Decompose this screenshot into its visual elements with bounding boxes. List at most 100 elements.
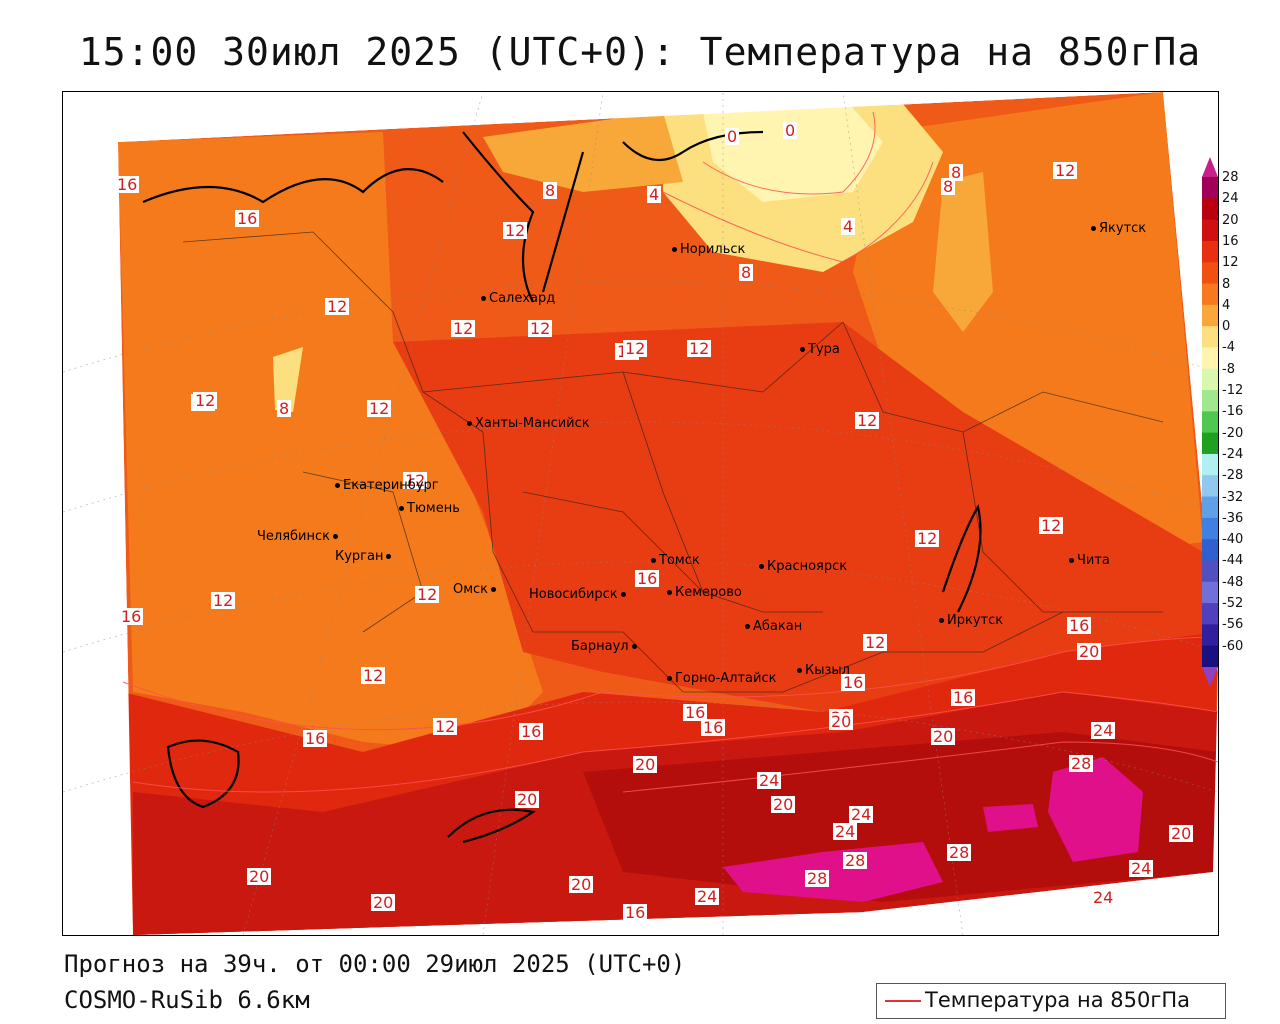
colorbar-swatch xyxy=(1202,198,1218,221)
colorbar-swatch xyxy=(1202,603,1218,625)
colorbar-swatch xyxy=(1202,262,1218,285)
colorbar-tick-label: -60 xyxy=(1222,638,1244,654)
isotherm-label: 16 xyxy=(683,703,708,722)
isotherm-label: 12 xyxy=(211,591,236,610)
colorbar-tick-label: 8 xyxy=(1222,276,1231,292)
city-dot-icon xyxy=(1069,558,1074,563)
colorbar-tick-label: -28 xyxy=(1222,468,1244,484)
isotherm-label: 12 xyxy=(451,319,476,338)
isotherm-label: 12 xyxy=(1053,161,1078,180)
city-barnaul: Барнаул xyxy=(571,640,640,653)
colorbar-swatch xyxy=(1202,283,1218,306)
colorbar-swatch xyxy=(1202,368,1218,391)
city-chelyabinsk: Челябинск xyxy=(257,530,341,543)
isotherm-label: 12 xyxy=(528,319,553,338)
isotherm-label: 12 xyxy=(415,585,440,604)
isotherm-label: 12 xyxy=(361,666,386,685)
zone-16-central xyxy=(393,322,1213,712)
city-dot-icon xyxy=(386,554,392,559)
city-dot-icon xyxy=(1091,226,1096,231)
colorbar-tick-label: 20 xyxy=(1222,212,1239,228)
city-dot-icon xyxy=(800,347,805,352)
isotherm-label: 12 xyxy=(325,297,350,316)
isotherm-label: 16 xyxy=(115,175,140,194)
city-dot-icon xyxy=(467,421,472,426)
colorbar-swatch xyxy=(1202,390,1218,412)
colorbar-swatch xyxy=(1202,517,1218,540)
isotherm-label: 24 xyxy=(849,805,874,824)
isotherm-label: 16 xyxy=(119,607,144,626)
isotherm-label: 12 xyxy=(623,339,648,358)
isotherm-label: 20 xyxy=(633,755,658,774)
isotherm-label: 12 xyxy=(915,529,940,548)
isotherm-label: 16 xyxy=(635,569,660,588)
colorbar-tick-label: -16 xyxy=(1222,404,1244,420)
isotherm-label: 28 xyxy=(843,851,868,870)
colorbar-tick-label: -24 xyxy=(1222,446,1244,462)
isotherm-label: 16 xyxy=(623,903,648,922)
colorbar-swatch xyxy=(1202,219,1218,242)
isotherm-label: 16 xyxy=(951,688,976,707)
outside-domain-top xyxy=(63,92,1163,142)
isotherm-label: 4 xyxy=(647,185,662,204)
colorbar-tick-label: 12 xyxy=(1222,255,1239,271)
isotherm-label: 12 xyxy=(367,399,392,418)
colorbar-swatch xyxy=(1202,453,1218,476)
isotherm-label: 20 xyxy=(931,727,956,746)
map-title: 15:00 30июл 2025 (UTC+0): Температура на… xyxy=(78,30,1202,74)
city-dot-icon xyxy=(399,506,404,511)
colorbar-swatch xyxy=(1202,411,1218,434)
colorbar-swatch xyxy=(1202,326,1218,348)
zone-28-small xyxy=(983,804,1038,832)
outside-domain-right xyxy=(863,92,1218,935)
isotherm-label: 20 xyxy=(371,893,396,912)
colorbar-tick-label: -4 xyxy=(1222,340,1235,356)
colorbar-tick-label: -8 xyxy=(1222,361,1235,377)
city-kyzyl: Кызыл xyxy=(797,664,850,677)
isotherm-label: 16 xyxy=(1067,616,1092,635)
colorbar-swatch xyxy=(1202,240,1218,263)
isotherm-label: 24 xyxy=(695,887,720,906)
temperature-map xyxy=(63,92,1218,935)
city-dot-icon xyxy=(797,668,802,673)
isotherm-label: 24 xyxy=(757,771,782,790)
city-abakan: Абакан xyxy=(745,620,802,633)
isotherms xyxy=(122,111,1218,793)
isotherm-label: 28 xyxy=(805,869,830,888)
colorbar-swatch xyxy=(1202,304,1218,327)
isotherm-label: 12 xyxy=(193,391,218,410)
city-omsk: Омск xyxy=(453,583,499,596)
isotherm-label: 16 xyxy=(701,718,726,737)
legend: Температура на 850гПа xyxy=(876,983,1226,1019)
city-khanty-mansiysk: Ханты-Мансийск xyxy=(467,417,590,430)
zone-28-east xyxy=(1048,757,1143,862)
city-dot-icon xyxy=(333,534,339,539)
isotherm-label: 8 xyxy=(543,181,558,200)
city-gorno-altaysk: Горно-Алтайск xyxy=(667,672,776,685)
city-norilsk: Норильск xyxy=(672,243,745,256)
colorbar-swatch xyxy=(1202,624,1218,647)
colorbar-tick-label: 0 xyxy=(1222,319,1231,335)
colorbar-tick-label: -56 xyxy=(1222,617,1244,633)
legend-line-swatch xyxy=(885,1000,921,1002)
zone-8-ural xyxy=(273,347,303,412)
admin-borders xyxy=(182,231,1164,693)
isotherm-label: 24 xyxy=(1091,721,1116,740)
city-dot-icon xyxy=(631,644,637,649)
zone-8-yakut xyxy=(933,172,993,332)
city-irkutsk: Иркутск xyxy=(939,614,1003,627)
isotherm-label: 12 xyxy=(503,221,528,240)
city-dot-icon xyxy=(939,618,944,623)
colorbar-swatch xyxy=(1202,581,1218,604)
isotherm-label: 20 xyxy=(829,712,854,731)
city-salekhard: Салехард xyxy=(481,292,555,305)
colorbar-tick-label: -32 xyxy=(1222,489,1244,505)
map-area: 16 16 12 12 12 12 12 12 12 12 12 12 12 1… xyxy=(62,91,1219,936)
isotherm-label: 12 xyxy=(433,717,458,736)
city-dot-icon xyxy=(672,247,677,252)
city-kemerovo: Кемерово xyxy=(667,586,742,599)
isotherm-label: 12 xyxy=(403,471,428,490)
model-name: COSMO-RuSib 6.6км xyxy=(64,986,310,1014)
isotherm-label: 8 xyxy=(277,399,292,418)
isotherm-label: 24 xyxy=(833,822,858,841)
